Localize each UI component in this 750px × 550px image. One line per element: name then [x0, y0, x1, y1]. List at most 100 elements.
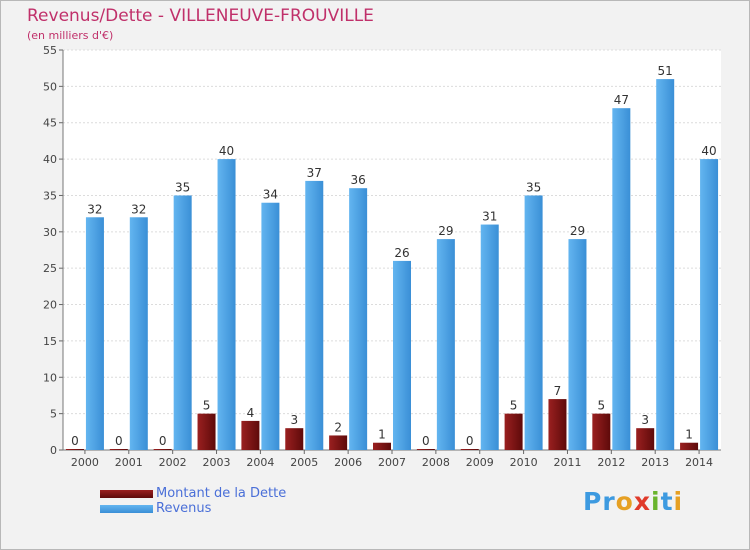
x-tick-label: 2013 — [641, 456, 669, 469]
bar-revenus — [436, 239, 455, 450]
data-label-revenus: 37 — [307, 166, 322, 180]
y-tick-label: 45 — [43, 117, 57, 130]
x-tick-label: 2002 — [159, 456, 187, 469]
data-label-revenus: 40 — [219, 144, 234, 158]
x-tick-label: 2012 — [597, 456, 625, 469]
proxiti-logo: Proxiti — [583, 487, 683, 516]
x-tick-label: 2005 — [290, 456, 318, 469]
bar-revenus — [85, 217, 104, 450]
data-label-dette: 0 — [466, 434, 474, 448]
bar-revenus — [568, 239, 587, 450]
bar-dette — [197, 413, 216, 450]
data-label-dette: 0 — [71, 434, 79, 448]
data-label-dette: 5 — [203, 399, 211, 413]
bar-revenus — [612, 108, 631, 450]
x-tick-label: 2003 — [203, 456, 231, 469]
data-label-revenus: 34 — [263, 188, 278, 202]
y-tick-label: 40 — [43, 153, 57, 166]
data-label-revenus: 26 — [394, 246, 409, 260]
data-label-dette: 0 — [159, 434, 167, 448]
legend-label-dette: Montant de la Dette — [156, 486, 287, 501]
data-label-dette: 1 — [685, 428, 693, 442]
data-label-revenus: 29 — [438, 224, 453, 238]
bar-dette — [241, 420, 260, 450]
bar-dette — [416, 449, 435, 450]
y-tick-label: 10 — [43, 371, 57, 384]
data-label-revenus: 51 — [658, 64, 673, 78]
x-tick-label: 2007 — [378, 456, 406, 469]
x-tick-label: 2008 — [422, 456, 450, 469]
y-tick-label: 55 — [43, 44, 57, 57]
logo-letter: t — [660, 487, 674, 516]
bar-dette — [460, 449, 479, 450]
x-tick-label: 2001 — [115, 456, 143, 469]
legend-swatch-revenus — [100, 505, 153, 513]
chart-subtitle: (en milliers d'€) — [27, 29, 114, 42]
bar-revenus — [524, 195, 543, 450]
x-tick-label: 2006 — [334, 456, 362, 469]
data-label-revenus: 32 — [87, 202, 102, 216]
x-tick-label: 2010 — [510, 456, 538, 469]
legend-swatch-dette — [100, 490, 153, 498]
y-tick-label: 5 — [50, 408, 57, 421]
bar-revenus — [305, 180, 324, 450]
y-tick-label: 30 — [43, 226, 57, 239]
x-tick-label: 2011 — [553, 456, 581, 469]
bar-dette — [592, 413, 611, 450]
bar-dette — [504, 413, 523, 450]
bar-dette — [636, 428, 655, 450]
logo-letter: P — [583, 487, 603, 516]
bar-revenus — [700, 159, 719, 450]
y-tick-label: 35 — [43, 189, 57, 202]
data-label-dette: 5 — [510, 399, 518, 413]
bar-revenus — [217, 159, 236, 450]
bar-dette — [548, 399, 567, 450]
bar-dette — [285, 428, 304, 450]
data-label-dette: 3 — [290, 413, 298, 427]
data-label-dette: 2 — [334, 420, 342, 434]
logo-letter: i — [673, 487, 684, 516]
bar-revenus — [173, 195, 192, 450]
y-tick-label: 0 — [50, 444, 57, 457]
data-label-revenus: 36 — [350, 173, 365, 187]
chart-title: Revenus/Dette - VILLENEUVE-FROUVILLE — [27, 6, 374, 26]
data-label-revenus: 31 — [482, 210, 497, 224]
data-label-revenus: 32 — [131, 202, 146, 216]
logo-letter: x — [633, 487, 651, 516]
bar-revenus — [129, 217, 148, 450]
y-tick-label: 15 — [43, 335, 57, 348]
data-label-revenus: 29 — [570, 224, 585, 238]
bar-dette — [680, 442, 699, 450]
data-label-revenus: 35 — [526, 180, 541, 194]
x-tick-label: 2014 — [685, 456, 713, 469]
bar-revenus — [261, 202, 280, 450]
legend-label-revenus: Revenus — [156, 501, 212, 516]
y-tick-label: 25 — [43, 262, 57, 275]
plot-area — [63, 50, 721, 450]
y-tick-label: 50 — [43, 80, 57, 93]
logo-letter: i — [651, 487, 661, 516]
y-tick-label: 20 — [43, 299, 57, 312]
data-label-revenus: 47 — [614, 93, 629, 107]
bar-revenus — [480, 224, 499, 450]
logo-letter: r — [602, 487, 616, 516]
bar-dette — [153, 449, 172, 450]
x-tick-label: 2000 — [71, 456, 99, 469]
bar-dette — [329, 435, 348, 450]
data-label-revenus: 40 — [701, 144, 716, 158]
data-label-dette: 5 — [598, 399, 606, 413]
data-label-dette: 3 — [641, 413, 649, 427]
bar-revenus — [656, 79, 675, 450]
bar-dette — [109, 449, 128, 450]
data-label-dette: 0 — [422, 434, 430, 448]
data-label-dette: 4 — [247, 406, 255, 420]
bar-revenus — [393, 260, 411, 450]
x-tick-label: 2009 — [466, 456, 494, 469]
logo-letter: o — [615, 487, 634, 516]
data-label-dette: 1 — [378, 428, 386, 442]
data-label-revenus: 35 — [175, 180, 190, 194]
bar-dette — [373, 442, 391, 450]
bar-revenus — [349, 188, 368, 450]
data-label-dette: 7 — [554, 384, 562, 398]
